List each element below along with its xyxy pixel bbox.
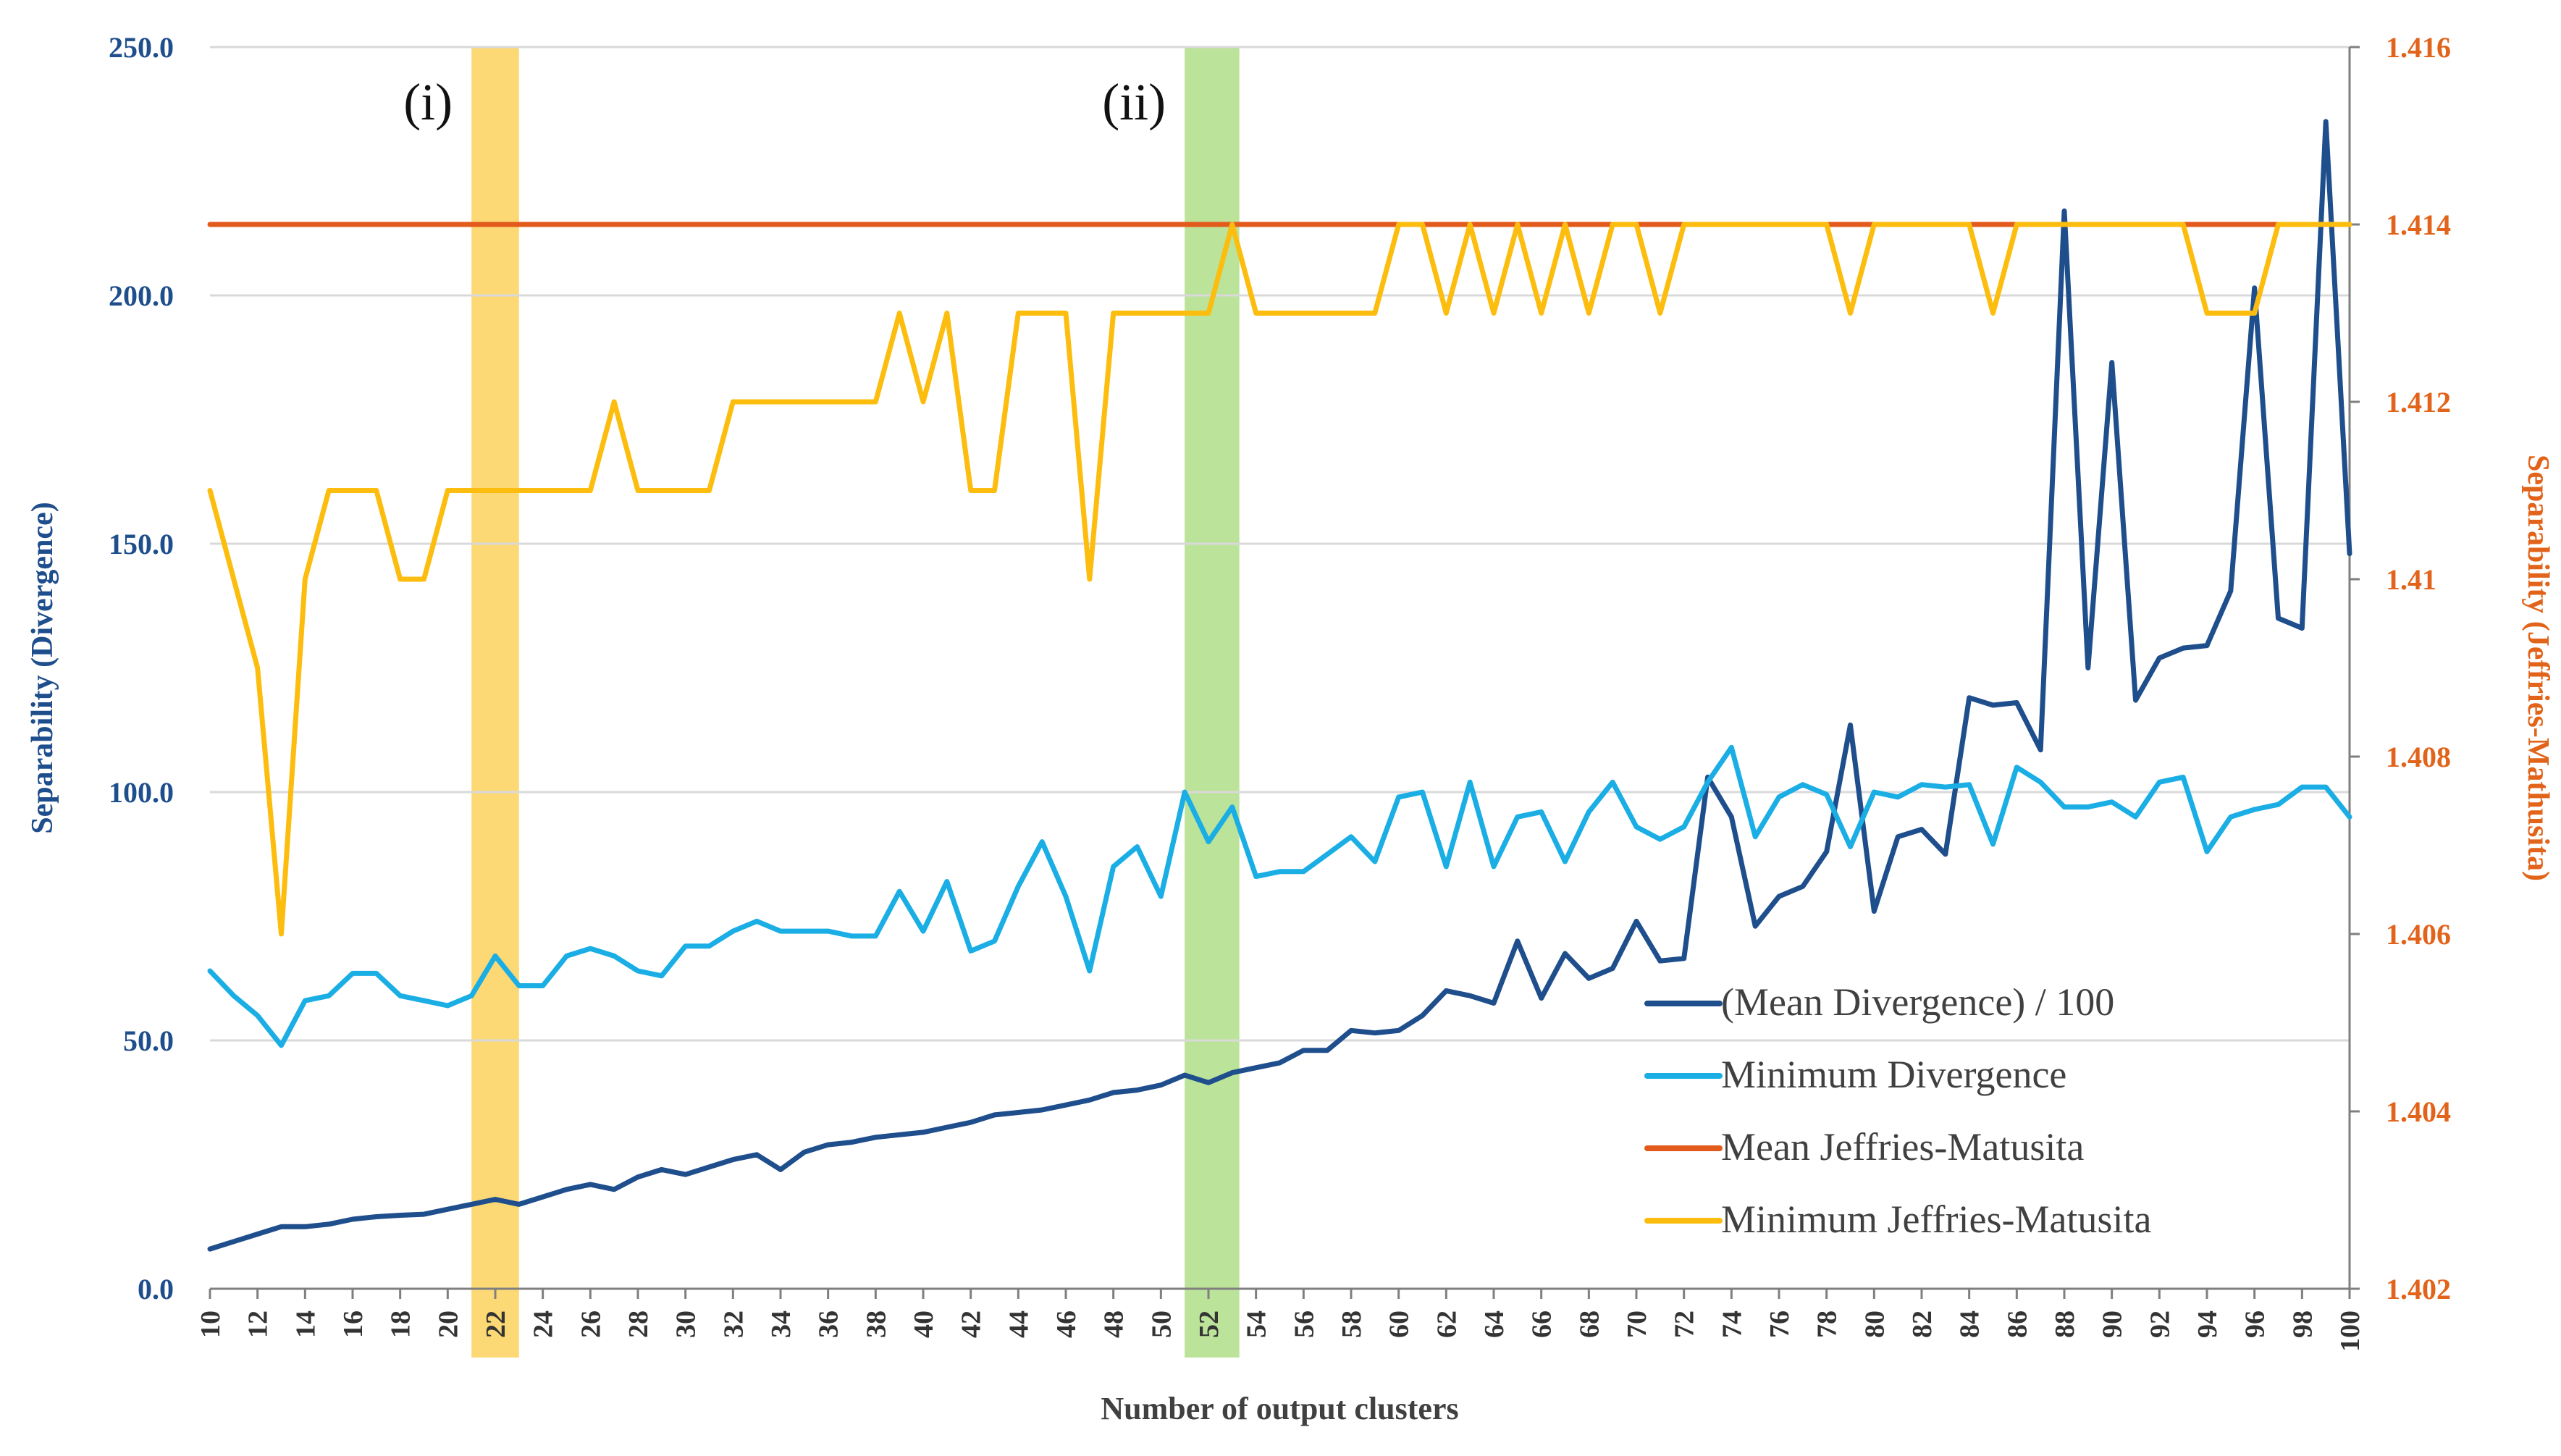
series-line-1	[207, 119, 2352, 1252]
chart-labels: (i) (ii) 0.0 50.0 100.0 150.0 200.0 250.0 1.402 1…	[26, 31, 2554, 1426]
x-tick-label: 32	[718, 1310, 749, 1338]
x-tick-label: 40	[909, 1310, 939, 1338]
x-tick-label: 20	[433, 1310, 463, 1338]
x-tick-label: 50	[1146, 1310, 1177, 1338]
x-tick-label: 56	[1289, 1310, 1319, 1338]
gridlines	[210, 46, 2350, 1290]
x-tick-label: 68	[1574, 1310, 1605, 1338]
x-tick-label: 46	[1051, 1310, 1082, 1338]
y-right-tick-label: 1.412	[2386, 386, 2451, 418]
x-tick-label: 52	[1194, 1310, 1224, 1338]
y-tick-label: 0.0	[138, 1273, 174, 1305]
y-right-tick-label: 1.404	[2386, 1095, 2451, 1128]
x-tick-label: 44	[1004, 1310, 1034, 1338]
x-tick-label: 88	[2050, 1310, 2080, 1338]
x-tick-label: 96	[2240, 1310, 2271, 1338]
series-line-4	[207, 222, 2352, 937]
x-tick-label: 84	[1955, 1310, 1985, 1338]
y-tick-label: 200.0	[109, 279, 174, 312]
x-tick-label: 30	[671, 1310, 702, 1338]
x-tick-label: 34	[766, 1310, 796, 1338]
x-tick-label: 18	[386, 1310, 416, 1338]
axes	[209, 46, 2360, 1299]
x-tick-label: 16	[338, 1310, 369, 1338]
highlight-band-1	[471, 47, 519, 1358]
y-right-tick-label: 1.406	[2386, 918, 2451, 951]
x-tick-label: 94	[2192, 1310, 2223, 1338]
x-tick-label: 100	[2335, 1310, 2366, 1352]
series-lines	[207, 119, 2352, 1252]
y-right-tick-label: 1.416	[2386, 31, 2451, 64]
series-line-2	[207, 744, 2352, 1048]
x-tick-label: 80	[1859, 1310, 1890, 1338]
y-right-axis-title: Separability (Jeffries-Mathusita)	[2521, 455, 2554, 881]
x-tick-label: 64	[1479, 1310, 1510, 1338]
x-tick-label: 66	[1527, 1310, 1557, 1338]
x-tick-label: 24	[529, 1310, 559, 1338]
y-right-tick-label: 1.41	[2386, 563, 2436, 596]
highlight-label-2: (ii)	[1102, 73, 1166, 131]
x-tick-label: 10	[195, 1310, 226, 1338]
x-tick-label: 62	[1431, 1310, 1462, 1338]
x-tick-label: 90	[2098, 1310, 2128, 1338]
x-tick-label: 74	[1717, 1310, 1747, 1338]
y-right-tick-label: 1.408	[2386, 741, 2451, 773]
y-tick-label: 100.0	[109, 776, 174, 809]
highlight-label-1: (i)	[403, 73, 453, 131]
y-right-tick-label: 1.402	[2386, 1273, 2451, 1305]
legend-label-4: Minimum Jeffries-Matusita	[1721, 1198, 2151, 1241]
x-tick-label: 12	[243, 1310, 274, 1338]
x-tick-label: 48	[1099, 1310, 1130, 1338]
x-tick-label: 70	[1622, 1310, 1652, 1338]
x-tick-label: 38	[861, 1310, 891, 1338]
highlight-band-2	[1185, 47, 1240, 1358]
highlight-bands	[471, 47, 1240, 1358]
x-tick-label: 72	[1670, 1310, 1700, 1338]
x-axis-title: Number of output clusters	[1101, 1391, 1458, 1426]
x-tick-label: 82	[1907, 1310, 1938, 1338]
y-axis-title: Separability (Divergence)	[26, 502, 59, 833]
y-tick-label: 50.0	[123, 1024, 174, 1057]
x-tick-label: 58	[1337, 1310, 1367, 1338]
legend-label-3: Mean Jeffries-Matusita	[1721, 1125, 2084, 1169]
x-tick-label: 14	[290, 1310, 321, 1338]
y-right-tick-label: 1.414	[2386, 209, 2451, 241]
x-tick-label: 76	[1765, 1310, 1795, 1338]
x-tick-label: 22	[481, 1310, 511, 1338]
y-tick-label: 250.0	[109, 31, 174, 64]
x-tick-label: 28	[623, 1310, 654, 1338]
x-tick-label: 78	[1812, 1310, 1843, 1338]
y-tick-label: 150.0	[109, 528, 174, 560]
x-tick-label: 92	[2145, 1310, 2175, 1338]
x-tick-label: 42	[956, 1310, 987, 1338]
x-tick-label: 86	[2002, 1310, 2032, 1338]
x-tick-label: 98	[2287, 1310, 2318, 1338]
legend-label-1: (Mean Divergence) / 100	[1721, 980, 2114, 1024]
legend-label-2: Minimum Divergence	[1721, 1053, 2066, 1096]
legend: (Mean Divergence) / 100 Minimum Divergenc…	[1644, 980, 2151, 1241]
x-tick-label: 36	[814, 1310, 844, 1338]
x-tick-label: 26	[576, 1310, 606, 1338]
x-tick-label: 54	[1242, 1310, 1272, 1338]
x-tick-label: 60	[1384, 1310, 1415, 1338]
